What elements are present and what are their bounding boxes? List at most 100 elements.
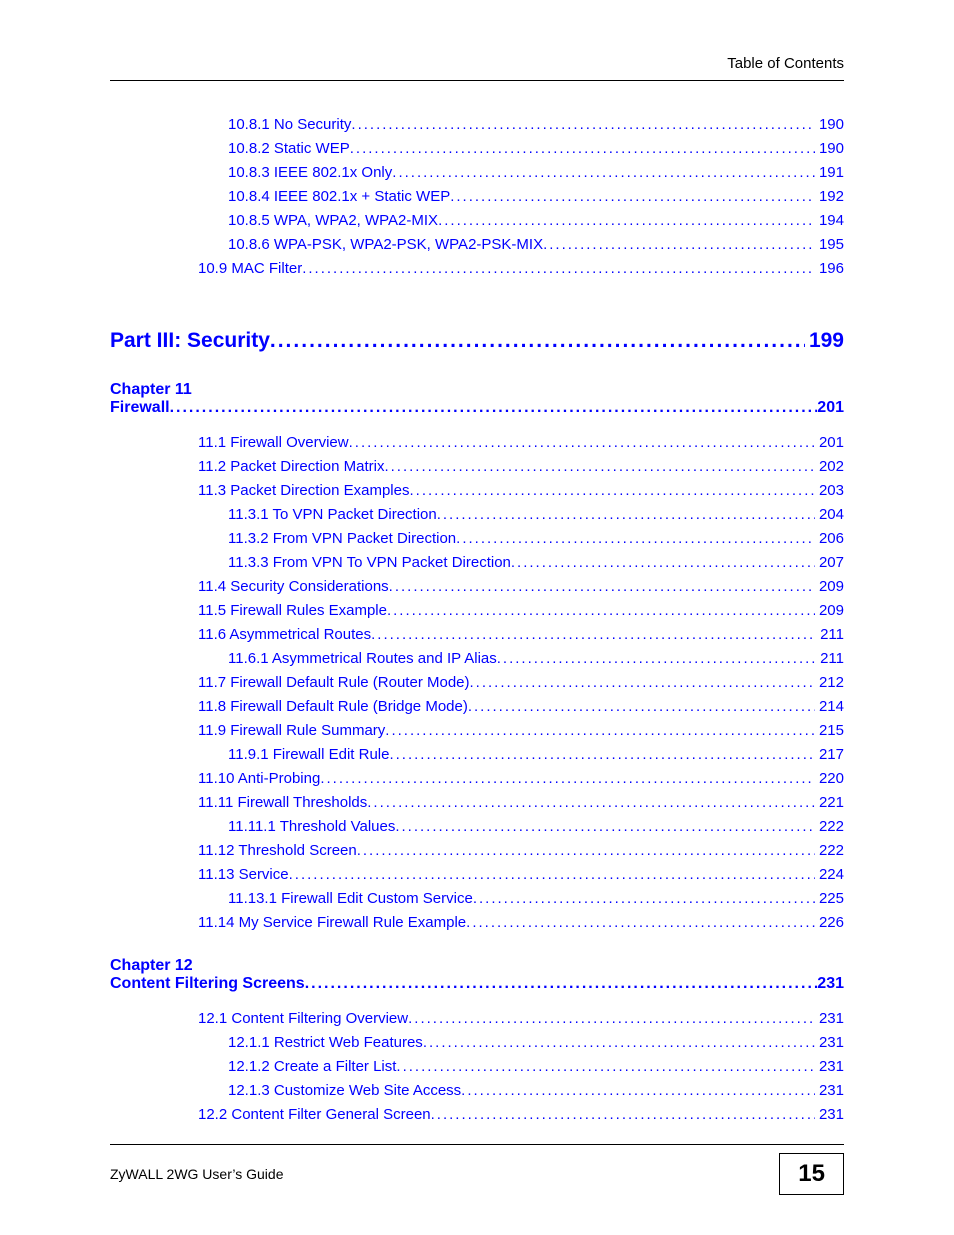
leader-dots: [461, 1079, 815, 1103]
toc-entry[interactable]: 11.7 Firewall Default Rule (Router Mode)…: [110, 671, 844, 695]
leader-dots: [357, 839, 815, 863]
toc-entry-page: 202: [815, 455, 844, 479]
toc-entry-page: 221: [815, 791, 844, 815]
toc-entry[interactable]: 11.10 Anti-Probing 220: [110, 767, 844, 791]
toc-block-top: 10.8.1 No Security 19010.8.2 Static WEP …: [110, 113, 844, 281]
toc-entry-label: 11.3.2 From VPN Packet Direction: [228, 527, 456, 551]
toc-entry-label: 10.8.5 WPA, WPA2, WPA2-MIX: [228, 209, 438, 233]
chapter-11-title-line[interactable]: Firewall 201: [110, 399, 844, 417]
toc-entry-page: 209: [815, 599, 844, 623]
leader-dots: [350, 137, 815, 161]
leader-dots: [170, 399, 818, 417]
toc-entry-label: 11.5 Firewall Rules Example: [198, 599, 387, 623]
toc-entry[interactable]: 10.8.5 WPA, WPA2, WPA2-MIX 194: [110, 209, 844, 233]
toc-entry-page: 215: [815, 719, 844, 743]
toc-entry-page: 195: [815, 233, 844, 257]
toc-entry-label: 10.8.1 No Security: [228, 113, 351, 137]
chapter-page: 201: [817, 399, 844, 417]
toc-block-ch11: 11.1 Firewall Overview 20111.2 Packet Di…: [110, 431, 844, 935]
toc-entry[interactable]: 11.3.3 From VPN To VPN Packet Direction …: [110, 551, 844, 575]
toc-entry[interactable]: 10.8.4 IEEE 802.1x + Static WEP 192: [110, 185, 844, 209]
toc-entry[interactable]: 11.13 Service 224: [110, 863, 844, 887]
leader-dots: [408, 1007, 815, 1031]
toc-entry-label: 11.14 My Service Firewall Rule Example: [198, 911, 466, 935]
toc-entry[interactable]: 12.1.3 Customize Web Site Access 231: [110, 1079, 844, 1103]
leader-dots: [438, 209, 815, 233]
leader-dots: [468, 695, 815, 719]
toc-entry-label: 10.8.3 IEEE 802.1x Only: [228, 161, 392, 185]
page-number: 15: [779, 1153, 844, 1195]
toc-entry[interactable]: 11.14 My Service Firewall Rule Example 2…: [110, 911, 844, 935]
toc-entry-page: 201: [815, 431, 844, 455]
footer-title: ZyWALL 2WG User’s Guide: [110, 1166, 284, 1182]
leader-dots: [497, 647, 816, 671]
toc-entry[interactable]: 12.1.2 Create a Filter List 231: [110, 1055, 844, 1079]
toc-entry[interactable]: 11.3.1 To VPN Packet Direction 204: [110, 503, 844, 527]
toc-entry[interactable]: 11.9 Firewall Rule Summary 215: [110, 719, 844, 743]
header-rule: [110, 80, 844, 81]
leader-dots: [289, 863, 815, 887]
toc-entry-label: 11.4 Security Considerations: [198, 575, 389, 599]
toc-entry-page: 220: [815, 767, 844, 791]
toc-entry-page: 231: [815, 1079, 844, 1103]
leader-dots: [543, 233, 815, 257]
toc-entry[interactable]: 11.9.1 Firewall Edit Rule 217: [110, 743, 844, 767]
toc-entry[interactable]: 11.3.2 From VPN Packet Direction 206: [110, 527, 844, 551]
toc-entry[interactable]: 11.8 Firewall Default Rule (Bridge Mode)…: [110, 695, 844, 719]
leader-dots: [466, 911, 815, 935]
toc-entry[interactable]: 10.8.2 Static WEP 190: [110, 137, 844, 161]
toc-entry[interactable]: 12.1.1 Restrict Web Features 231: [110, 1031, 844, 1055]
toc-entry[interactable]: 10.8.3 IEEE 802.1x Only 191: [110, 161, 844, 185]
toc-entry-label: 11.9.1 Firewall Edit Rule: [228, 743, 389, 767]
toc-entry-label: 11.7 Firewall Default Rule (Router Mode): [198, 671, 470, 695]
leader-dots: [305, 975, 818, 993]
toc-entry-label: 11.3 Packet Direction Examples: [198, 479, 410, 503]
toc-entry-page: 214: [815, 695, 844, 719]
toc-entry-page: 231: [815, 1031, 844, 1055]
toc-entry[interactable]: 11.13.1 Firewall Edit Custom Service 225: [110, 887, 844, 911]
toc-entry-page: 222: [815, 815, 844, 839]
header-title: Table of Contents: [110, 55, 844, 72]
toc-entry[interactable]: 11.12 Threshold Screen 222: [110, 839, 844, 863]
leader-dots: [423, 1031, 815, 1055]
leader-dots: [456, 527, 815, 551]
toc-entry[interactable]: 11.3 Packet Direction Examples 203: [110, 479, 844, 503]
toc-entry-label: 11.6.1 Asymmetrical Routes and IP Alias: [228, 647, 497, 671]
toc-entry[interactable]: 11.6.1 Asymmetrical Routes and IP Alias …: [110, 647, 844, 671]
toc-entry-page: 225: [815, 887, 844, 911]
toc-entry-label: 12.1 Content Filtering Overview: [198, 1007, 408, 1031]
leader-dots: [351, 113, 815, 137]
chapter-12-title-line[interactable]: Content Filtering Screens 231: [110, 975, 844, 993]
toc-entry-page: 206: [815, 527, 844, 551]
leader-dots: [302, 257, 815, 281]
leader-dots: [470, 671, 815, 695]
toc-entry[interactable]: 11.5 Firewall Rules Example 209: [110, 599, 844, 623]
leader-dots: [410, 479, 815, 503]
toc-entry-page: 222: [815, 839, 844, 863]
toc-entry[interactable]: 12.2 Content Filter General Screen 231: [110, 1103, 844, 1127]
part-heading[interactable]: Part III: Security 199: [110, 329, 844, 353]
toc-entry-label: 12.1.2 Create a Filter List: [228, 1055, 396, 1079]
toc-entry-label: 10.8.2 Static WEP: [228, 137, 350, 161]
leader-dots: [389, 743, 815, 767]
toc-entry[interactable]: 12.1 Content Filtering Overview 231: [110, 1007, 844, 1031]
toc-entry[interactable]: 11.6 Asymmetrical Routes 211: [110, 623, 844, 647]
footer-rule: [110, 1144, 844, 1145]
toc-entry[interactable]: 11.11.1 Threshold Values 222: [110, 815, 844, 839]
toc-entry[interactable]: 11.11 Firewall Thresholds 221: [110, 791, 844, 815]
toc-entry-label: 11.6 Asymmetrical Routes: [198, 623, 371, 647]
toc-entry[interactable]: 11.2 Packet Direction Matrix 202: [110, 455, 844, 479]
leader-dots: [389, 575, 815, 599]
toc-entry[interactable]: 11.1 Firewall Overview 201: [110, 431, 844, 455]
toc-entry-label: 12.1.3 Customize Web Site Access: [228, 1079, 461, 1103]
toc-entry[interactable]: 10.8.1 No Security 190: [110, 113, 844, 137]
toc-entry[interactable]: 10.8.6 WPA-PSK, WPA2-PSK, WPA2-PSK-MIX 1…: [110, 233, 844, 257]
toc-entry[interactable]: 10.9 MAC Filter 196: [110, 257, 844, 281]
leader-dots: [270, 329, 805, 353]
toc-entry[interactable]: 11.4 Security Considerations 209: [110, 575, 844, 599]
footer: ZyWALL 2WG User’s Guide 15: [110, 1144, 844, 1195]
toc-entry-page: 211: [816, 647, 844, 671]
leader-dots: [387, 599, 815, 623]
leader-dots: [437, 503, 815, 527]
toc-entry-page: 191: [815, 161, 844, 185]
